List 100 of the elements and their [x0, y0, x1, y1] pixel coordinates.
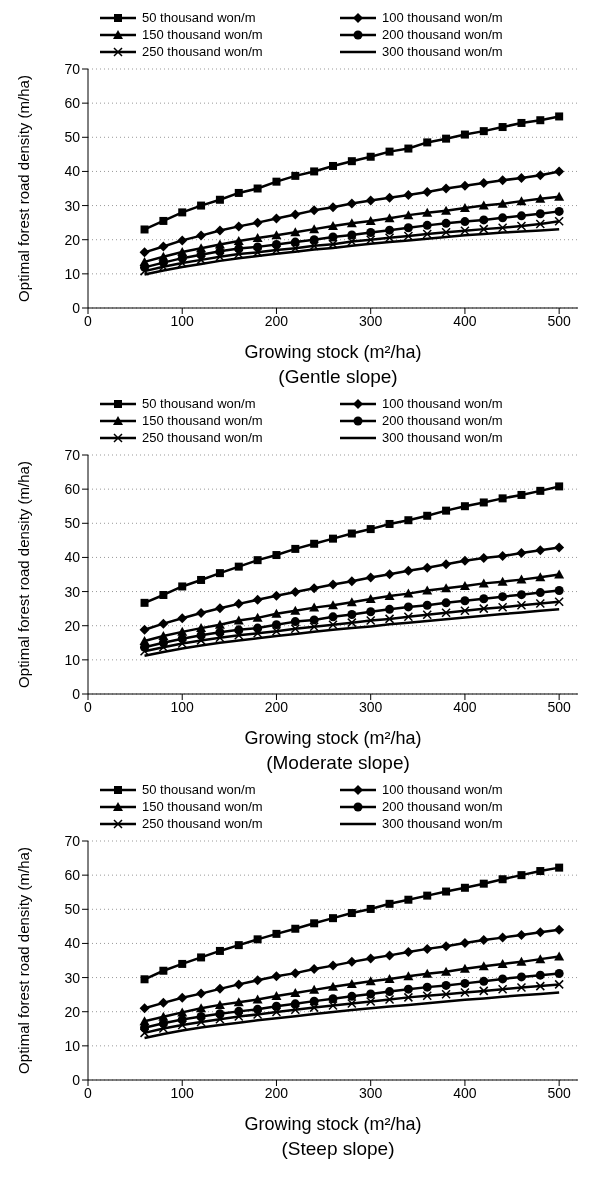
point: [158, 997, 169, 1008]
text: (Moderate slope): [265, 752, 411, 774]
point: [441, 941, 452, 952]
y-tick-label: 40: [64, 935, 81, 952]
point: [460, 130, 469, 139]
point: [365, 195, 376, 206]
point: [423, 511, 432, 520]
point: [328, 221, 338, 231]
point: [309, 602, 320, 612]
point: [291, 544, 300, 553]
point: [271, 213, 282, 224]
point: [252, 233, 263, 243]
point: [403, 612, 414, 622]
point: [479, 594, 489, 604]
point: [442, 134, 451, 143]
point: [309, 984, 320, 994]
point: [385, 519, 394, 528]
point: [479, 127, 488, 136]
point: [271, 608, 282, 618]
x-tick-label: 300: [359, 312, 383, 329]
point: [422, 982, 432, 992]
point: [159, 590, 168, 599]
y-axis-title: Optimal forest road density (m/ha): [15, 75, 33, 302]
point: [384, 192, 395, 203]
point: [365, 572, 376, 583]
point: [554, 979, 564, 990]
point: [422, 220, 432, 230]
y-tick-label: 10: [64, 1037, 81, 1054]
point: [516, 574, 527, 584]
x-axis-title: Growing stock (m²/ha): [244, 1114, 422, 1134]
point: [497, 602, 508, 613]
y-axis-title: Optimal forest road density (m/ha): [15, 461, 33, 688]
y-tick-label: 40: [64, 549, 81, 566]
point: [139, 266, 150, 276]
y-tick-label: 10: [64, 265, 81, 282]
legend-label: 250 thousand won/m: [142, 816, 263, 831]
point: [422, 610, 432, 620]
x-tick-label: 200: [264, 698, 289, 715]
point: [423, 891, 432, 900]
point: [535, 545, 546, 556]
point: [516, 929, 527, 940]
point: [535, 981, 546, 991]
point: [498, 974, 508, 984]
point: [516, 982, 527, 993]
point: [329, 914, 337, 923]
point: [253, 556, 262, 565]
point: [139, 1003, 150, 1014]
point: [403, 565, 414, 576]
point: [290, 227, 301, 237]
point: [347, 617, 357, 628]
y-tick-label: 70: [64, 832, 81, 849]
point: [479, 603, 489, 614]
point: [497, 576, 508, 586]
point: [309, 996, 319, 1006]
point: [516, 590, 526, 600]
point: [422, 585, 433, 595]
y-axis-title: Optimal forest road density (m/ha): [15, 847, 33, 1074]
point: [384, 994, 395, 1005]
point: [214, 999, 225, 1009]
point: [271, 971, 282, 982]
point: [535, 970, 545, 980]
point: [234, 1011, 244, 1022]
legend-label: 150 thousand won/m: [142, 799, 263, 814]
point: [478, 578, 489, 588]
point: [554, 951, 565, 961]
point: [516, 600, 527, 610]
point: [384, 950, 395, 961]
point: [271, 590, 282, 601]
point: [290, 209, 301, 220]
point: [215, 195, 224, 204]
legend-label: 100 thousand won/m: [382, 10, 503, 25]
x-axis-title: Growing stock (m²/ha): [244, 728, 422, 748]
point: [403, 210, 414, 220]
point: [139, 1028, 150, 1038]
point: [422, 207, 433, 217]
point: [329, 534, 337, 543]
y-tick-label: 50: [64, 515, 81, 532]
point: [459, 581, 470, 591]
point: [196, 608, 207, 619]
x-tick-label: 500: [547, 698, 572, 715]
point: [554, 206, 564, 216]
point: [234, 630, 244, 641]
point: [441, 607, 451, 618]
legend-label: 100 thousand won/m: [382, 782, 503, 797]
y-tick-label: 10: [64, 651, 81, 668]
point: [423, 138, 432, 147]
point: [554, 924, 565, 935]
point: [309, 621, 319, 632]
point: [271, 230, 282, 240]
point: [554, 191, 565, 201]
point: [422, 562, 433, 573]
x-tick-label: 100: [170, 698, 195, 715]
y-tick-label: 0: [72, 685, 81, 702]
point: [498, 875, 507, 884]
point: [403, 992, 414, 1003]
point: [535, 193, 546, 203]
legend-label: 150 thousand won/m: [142, 27, 263, 42]
point: [159, 966, 168, 975]
point: [384, 232, 395, 243]
point: [177, 992, 188, 1003]
